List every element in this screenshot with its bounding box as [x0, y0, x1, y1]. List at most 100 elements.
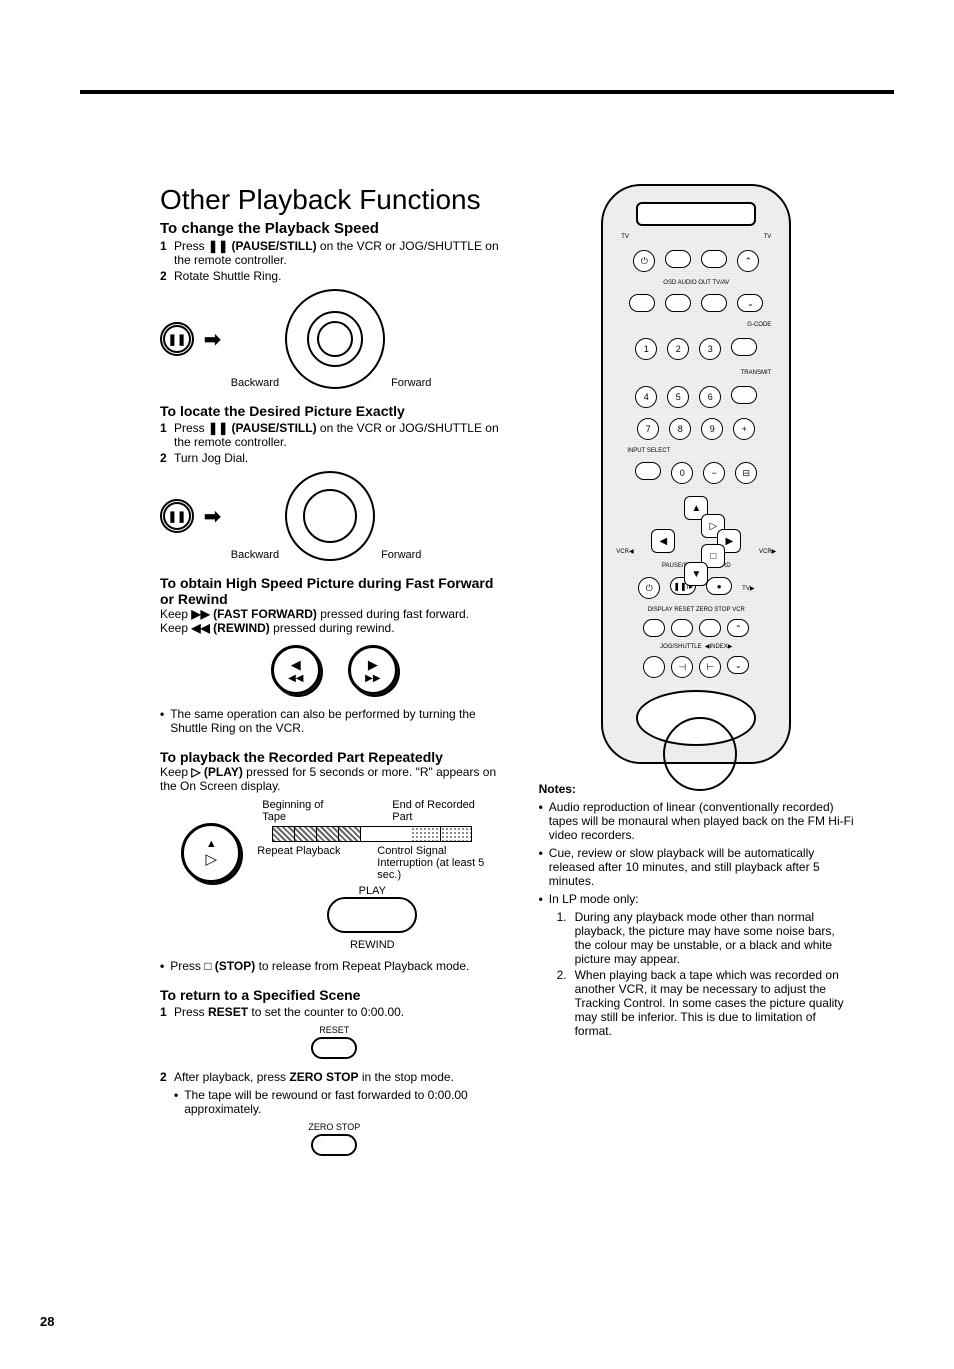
heading-repeat: To playback the Recorded Part Repeatedly [160, 749, 509, 765]
rewind-label: REWIND [350, 939, 395, 951]
num-3[interactable]: 3 [699, 338, 721, 360]
nav-left[interactable]: ◀ [651, 529, 675, 553]
shuttle-ring-icon [285, 289, 385, 389]
vcr-power[interactable]: ⏻ [638, 577, 660, 599]
osd-button[interactable] [629, 294, 655, 312]
index-fwd-button[interactable]: ⊢ [699, 656, 721, 678]
arrow-icon: ➡ [204, 327, 221, 352]
arrow-icon-2: ➡ [204, 504, 221, 529]
num-0[interactable]: 0 [671, 462, 693, 484]
display-button[interactable] [643, 619, 665, 637]
heading-speed: To change the Playback Speed [160, 220, 509, 237]
return-step-1: 1 Press RESET to set the counter to 0:00… [160, 1005, 509, 1019]
audioout-button[interactable] [665, 294, 691, 312]
row-labels: DISPLAY RESET ZERO STOP VCR [648, 607, 745, 613]
speed-step1-btn: ❚❚ (PAUSE/STILL) [208, 239, 317, 253]
row2-labels: OSD AUDIO OUT TV/AV [663, 280, 729, 286]
zerostop-button[interactable] [699, 619, 721, 637]
minus-button[interactable]: − [703, 462, 725, 484]
num-5[interactable]: 5 [667, 386, 689, 408]
tape-end-label: End of Recorded Part [392, 799, 482, 823]
remote-control: TV TV ⏻ ⌃ OSD AUDIO OUT TV/AV ⌄ G-CODE 1 [601, 184, 791, 764]
jog-dial-icon [285, 471, 375, 561]
ff-rew-figure: ◀ ◀◀ ▶ ▶▶ [160, 641, 509, 699]
reset-button[interactable] [671, 619, 693, 637]
page: Other Playback Functions To change the P… [80, 90, 894, 1207]
page-title: Other Playback Functions [160, 184, 509, 216]
play-oval-icon [327, 897, 417, 933]
reset-label: RESET [160, 1025, 509, 1035]
tvav2-button[interactable]: ⌄ [737, 294, 763, 312]
note-3-1: 1.During any playback mode other than no… [557, 910, 854, 966]
tvav-button[interactable] [701, 294, 727, 312]
num-9[interactable]: 9 [701, 418, 723, 440]
vcr-left-label: VCR◀ [616, 548, 633, 555]
right-column: TV TV ⏻ ⌃ OSD AUDIO OUT TV/AV ⌄ G-CODE 1 [539, 184, 854, 1167]
reset-button-icon [311, 1037, 357, 1059]
tape-begin-label: Beginning of Tape [262, 799, 332, 823]
repeat-note: Press □ (STOP) to release from Repeat Pl… [160, 959, 509, 973]
gcode-button[interactable] [731, 338, 757, 356]
pause-icon: ❚❚ [160, 322, 194, 356]
play-label: PLAY [359, 885, 386, 897]
vcr-right-label: VCR▶ [759, 548, 776, 555]
backward-label: Backward [231, 377, 279, 389]
backward-label-2: Backward [231, 549, 279, 561]
num-4[interactable]: 4 [635, 386, 657, 408]
rewind-button-icon: ◀ ◀◀ [271, 645, 321, 695]
jogshuttle-button[interactable] [643, 656, 665, 678]
page-number: 28 [40, 1314, 54, 1329]
zerostop-btn-figure: ZERO STOP [160, 1122, 509, 1159]
hs-note: The same operation can also be performed… [160, 707, 509, 735]
nav-pad: ▲ ▷ ◀ ▶ □ ▼ [651, 496, 741, 536]
note-3: In LP mode only: [539, 892, 854, 906]
locate-step-1: 1 Press ❚❚ (PAUSE/STILL) on the VCR or J… [160, 421, 509, 449]
input-select-button[interactable] [635, 462, 661, 480]
hs-line1: Keep ▶▶ (FAST FORWARD) pressed during fa… [160, 607, 509, 621]
locate-step1-pre: Press [174, 421, 208, 435]
remote-btn[interactable] [701, 250, 727, 268]
zerostop-button-icon [311, 1134, 357, 1156]
enter-button[interactable]: ⊟ [735, 462, 757, 484]
jog-shuttle-dial[interactable] [636, 690, 756, 746]
transmit-button[interactable] [731, 386, 757, 404]
nav-down[interactable]: ▼ [684, 562, 708, 586]
repeat-playback-label: Repeat Playback [257, 845, 340, 881]
note-1: Audio reproduction of linear (convention… [539, 800, 854, 842]
return-sub: The tape will be rewound or fast forward… [174, 1088, 509, 1116]
tape-diagram: Beginning of Tape End of Recorded Part R… [257, 799, 487, 951]
num-1[interactable]: 1 [635, 338, 657, 360]
num-8[interactable]: 8 [669, 418, 691, 440]
transmit-label: TRANSMIT [741, 370, 772, 376]
speed-step-1: 1 Press ❚❚ (PAUSE/STILL) on the VCR or J… [160, 239, 509, 267]
vcr-button[interactable]: ⌃ [727, 619, 749, 637]
heading-highspeed: To obtain High Speed Picture during Fast… [160, 575, 509, 607]
input-select-label: INPUT SELECT [627, 448, 670, 454]
heading-locate: To locate the Desired Picture Exactly [160, 403, 509, 419]
pause-icon-2: ❚❚ [160, 499, 194, 533]
tape-bar [272, 826, 472, 842]
reset-btn-figure: RESET [160, 1025, 509, 1062]
speed-step-2: 2 Rotate Shuttle Ring. [160, 269, 509, 283]
repeat-line1: Keep ▷ (PLAY) pressed for 5 seconds or m… [160, 765, 509, 793]
ff-button-icon: ▶ ▶▶ [348, 645, 398, 695]
num-7[interactable]: 7 [637, 418, 659, 440]
repeat-figure: ▲ ▷ Beginning of Tape End of Recorded Pa… [160, 799, 509, 951]
num-6[interactable]: 6 [699, 386, 721, 408]
remote-btn[interactable] [665, 250, 691, 268]
control-signal-label: Control Signal Interruption (at least 5 … [377, 845, 487, 881]
power-button[interactable]: ⏻ [633, 250, 655, 272]
forward-label-2: Forward [381, 549, 421, 561]
note-3-2: 2.When playing back a tape which was rec… [557, 968, 854, 1038]
play-button-icon: ▲ ▷ [181, 823, 241, 883]
tv-power-button[interactable]: ⌃ [737, 250, 759, 272]
plus-button[interactable]: + [733, 418, 755, 440]
index-back-button[interactable]: ⊣ [671, 656, 693, 678]
shuttle-ring-figure: ❚❚ ➡ Backward Forward [160, 289, 509, 389]
speed-step1-pre: Press [174, 239, 208, 253]
return-step-2: 2 After playback, press ZERO STOP in the… [160, 1070, 509, 1084]
remote-display [636, 202, 756, 226]
record-button[interactable]: ● [706, 577, 732, 595]
num-2[interactable]: 2 [667, 338, 689, 360]
vcr-down-button[interactable]: ⌄ [727, 656, 749, 674]
